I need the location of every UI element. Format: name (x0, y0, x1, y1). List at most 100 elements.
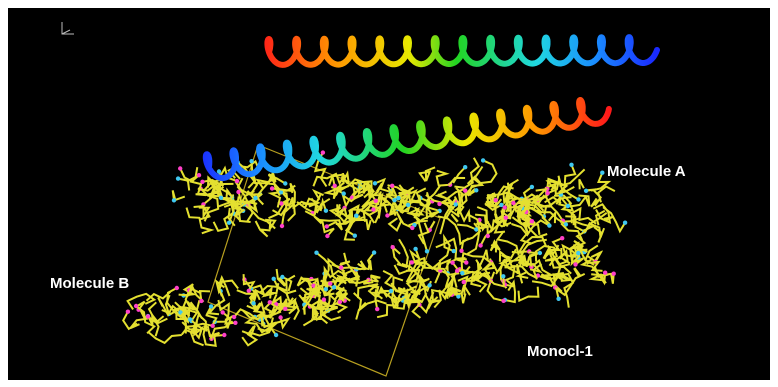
atom (454, 202, 458, 206)
atom (249, 159, 253, 163)
atom (372, 250, 376, 254)
atom (232, 315, 236, 319)
atom (227, 221, 231, 225)
atom (569, 163, 573, 167)
atom (176, 176, 180, 180)
atom (463, 165, 467, 169)
atom (353, 234, 357, 238)
atom (410, 226, 414, 230)
atom (126, 310, 130, 314)
atom (325, 234, 329, 238)
atom (375, 307, 379, 311)
atom (460, 271, 464, 275)
atom (547, 223, 551, 227)
atom (600, 171, 604, 175)
atom (566, 204, 570, 208)
atom (425, 249, 429, 253)
atom (413, 247, 417, 251)
atom (427, 283, 431, 287)
atom (576, 251, 580, 255)
atom (314, 251, 318, 255)
atom (374, 199, 378, 203)
atom (221, 310, 225, 314)
atom (396, 196, 400, 200)
atom (222, 333, 226, 337)
atom (390, 184, 394, 188)
label: Molecule A (607, 163, 686, 180)
atom (486, 234, 490, 238)
atom (463, 188, 467, 192)
atom (437, 202, 441, 206)
atom (501, 274, 505, 278)
atom (134, 304, 138, 308)
atom (280, 275, 284, 279)
atom (253, 196, 257, 200)
atom (474, 188, 478, 192)
atom (603, 271, 607, 275)
atom (576, 197, 580, 201)
atom (270, 186, 274, 190)
atom (455, 269, 459, 273)
atom (325, 224, 329, 228)
atom (612, 272, 616, 276)
atom (324, 287, 328, 291)
atom (494, 198, 498, 202)
atom (373, 181, 377, 185)
atom (199, 299, 203, 303)
atom (504, 216, 508, 220)
atom (478, 243, 482, 247)
atom (322, 297, 326, 301)
atom (321, 150, 325, 154)
atom (175, 286, 179, 290)
atom (178, 166, 182, 170)
atom (328, 281, 332, 285)
atom (410, 260, 414, 264)
atom (503, 205, 507, 209)
atom (354, 214, 358, 218)
atom (530, 219, 534, 223)
atom (501, 299, 505, 303)
figure: Molecule A Molecule B Monocl-1 (0, 0, 778, 387)
label: Monocl-1 (527, 343, 593, 360)
atom (584, 189, 588, 193)
atom (235, 179, 239, 183)
atom (556, 297, 560, 301)
atom (538, 251, 542, 255)
atom (623, 221, 627, 225)
atom (371, 207, 375, 211)
atom (280, 224, 284, 228)
atom (546, 191, 550, 195)
atom (530, 185, 534, 189)
atom (251, 301, 255, 305)
atom (392, 198, 396, 202)
atom (339, 265, 343, 269)
atom (406, 203, 410, 207)
atom (462, 280, 466, 284)
atom (146, 314, 150, 318)
atom (200, 180, 204, 184)
atom (236, 190, 240, 194)
atom (481, 158, 485, 162)
atom (268, 300, 272, 304)
atom (464, 260, 468, 264)
atom (247, 289, 251, 293)
atom (188, 317, 192, 321)
atom (211, 324, 215, 328)
atom (332, 285, 336, 289)
atom (324, 209, 328, 213)
atom (573, 262, 577, 266)
atom (272, 277, 276, 281)
atom (172, 198, 176, 202)
atom (274, 333, 278, 337)
atom (560, 236, 564, 240)
atom (283, 307, 287, 311)
atom (450, 261, 454, 265)
atom (511, 201, 515, 205)
atom (219, 196, 223, 200)
atom (283, 181, 287, 185)
atom (391, 245, 395, 249)
atom (342, 191, 346, 195)
atom (338, 300, 342, 304)
atom (385, 213, 389, 217)
atom (209, 304, 213, 308)
